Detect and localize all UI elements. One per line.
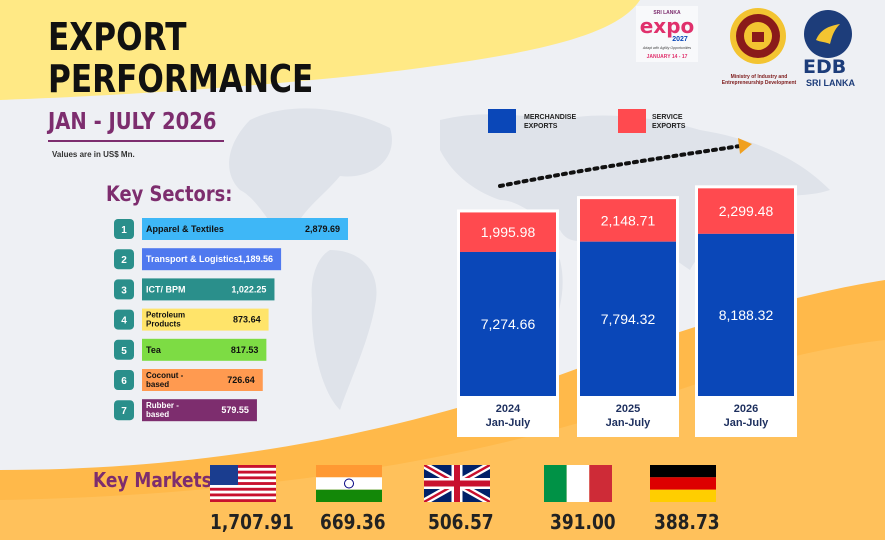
category-label: Jan-July	[724, 417, 770, 429]
legend-merchandise-swatch	[488, 109, 516, 133]
ministry-emblem	[730, 8, 786, 64]
market-value-india: 669.36	[320, 510, 386, 534]
page-title-line2: PERFORMANCE	[48, 57, 314, 101]
expo-logo: SRI LANKA expo 2027 Adapt with Agility O…	[636, 6, 698, 62]
sector-value: 1,022.25	[231, 284, 266, 294]
sector-name: Coconut -	[146, 371, 184, 380]
sector-value: 726.64	[227, 375, 255, 385]
expo-logo-word: expo	[640, 14, 695, 38]
key-markets-title: Key Markets:	[93, 468, 219, 492]
sector-rank: 6	[121, 376, 127, 387]
sector-bar	[142, 308, 269, 331]
legend-service-swatch	[618, 109, 646, 133]
italy-flag-icon	[544, 465, 612, 502]
merchandise-value-label: 7,274.66	[481, 316, 536, 332]
sector-rank-badge	[114, 279, 134, 300]
sector-name: Petroleum	[146, 311, 185, 320]
expo-logo-tagline: Adapt with Agility Opportunities	[642, 46, 692, 50]
sector-rank: 2	[121, 255, 127, 266]
germany-flag-icon	[650, 465, 716, 502]
sector-name: Rubber -	[146, 401, 179, 410]
sector-value: 873.64	[233, 315, 261, 325]
sector-bar	[142, 278, 275, 301]
growth-trend-arrow	[498, 144, 742, 188]
legend-service-label: SERVICE EXPORTS	[652, 114, 686, 130]
market-value-italy: 391.00	[550, 510, 616, 534]
service-value-label: 2,299.48	[719, 203, 774, 219]
sector-bar	[142, 399, 257, 422]
expo-logo-dates: JANUARY 14 - 17	[647, 54, 688, 60]
ministry-name: Ministry of Industry and Entrepreneurshi…	[721, 74, 797, 86]
sector-rank-badge	[114, 400, 134, 421]
sector-name: Products	[146, 320, 181, 329]
sector-rank: 5	[121, 346, 127, 357]
service-value-label: 2,148.71	[601, 212, 656, 228]
sector-name: Tea	[146, 345, 162, 355]
service-bar	[698, 188, 794, 234]
period-subtitle: JAN - JULY 2026	[48, 109, 217, 135]
sector-value: 2,879.69	[305, 224, 340, 234]
sector-value: 1,189.56	[238, 254, 273, 264]
category-label: Jan-July	[606, 417, 652, 429]
market-value-germany: 388.73	[654, 510, 720, 534]
sector-rank-badge	[114, 219, 134, 239]
edb-logo-text: EDB	[803, 56, 847, 78]
legend-merchandise-label: MERCHANDISE EXPORTS	[524, 114, 577, 130]
sector-rank: 1	[121, 225, 127, 236]
merchandise-bar	[580, 241, 676, 396]
edb-logo-subtext: SRI LANKA	[806, 78, 855, 88]
service-bar	[580, 199, 676, 242]
expo-logo-top: SRI LANKA	[653, 10, 681, 16]
merchandise-bar	[698, 233, 794, 396]
usa-flag-icon	[210, 465, 276, 502]
market-value-uk: 506.57	[428, 510, 494, 534]
service-value-label: 1,995.98	[481, 224, 536, 240]
india-flag-icon	[316, 465, 382, 502]
category-label: 2025	[616, 403, 640, 415]
category-label: Jan-July	[486, 417, 532, 429]
sector-rank: 3	[121, 285, 127, 296]
growth-arrow-head-icon	[738, 138, 752, 154]
uk-flag-icon	[424, 465, 490, 502]
sector-rank-badge	[114, 339, 134, 360]
merchandise-bar	[460, 251, 556, 396]
sector-name: based	[146, 380, 169, 389]
page-title-line1: EXPORT	[48, 15, 187, 59]
period-underline	[48, 140, 224, 142]
sector-bar	[142, 338, 267, 361]
merchandise-value-label: 7,794.32	[601, 311, 656, 327]
units-note: Values are in US$ Mn.	[52, 150, 135, 159]
key-sectors-title: Key Sectors:	[106, 182, 233, 206]
category-label: 2026	[734, 403, 758, 415]
edb-logo	[804, 10, 852, 58]
service-bar	[460, 212, 556, 252]
sector-name: Transport & Logistics	[146, 254, 239, 264]
sector-name: ICT/ BPM	[146, 284, 186, 294]
sector-name: based	[146, 410, 169, 419]
sector-bar	[142, 218, 348, 240]
sector-rank: 4	[121, 316, 127, 327]
market-value-usa: 1,707.91	[210, 510, 294, 534]
sector-value: 817.53	[231, 345, 259, 355]
sector-rank-badge	[114, 309, 134, 330]
sector-value: 579.55	[221, 405, 249, 415]
yellow-header-band	[0, 0, 640, 100]
sector-rank-badge	[114, 370, 134, 390]
sector-bar	[142, 369, 263, 391]
sector-rank: 7	[121, 406, 127, 417]
merchandise-value-label: 8,188.32	[719, 307, 774, 323]
sector-name: Apparel & Textiles	[146, 224, 224, 234]
sector-rank-badge	[114, 249, 134, 270]
sector-bar	[142, 248, 282, 271]
expo-logo-year: 2027	[672, 36, 688, 43]
category-label: 2024	[496, 403, 521, 415]
